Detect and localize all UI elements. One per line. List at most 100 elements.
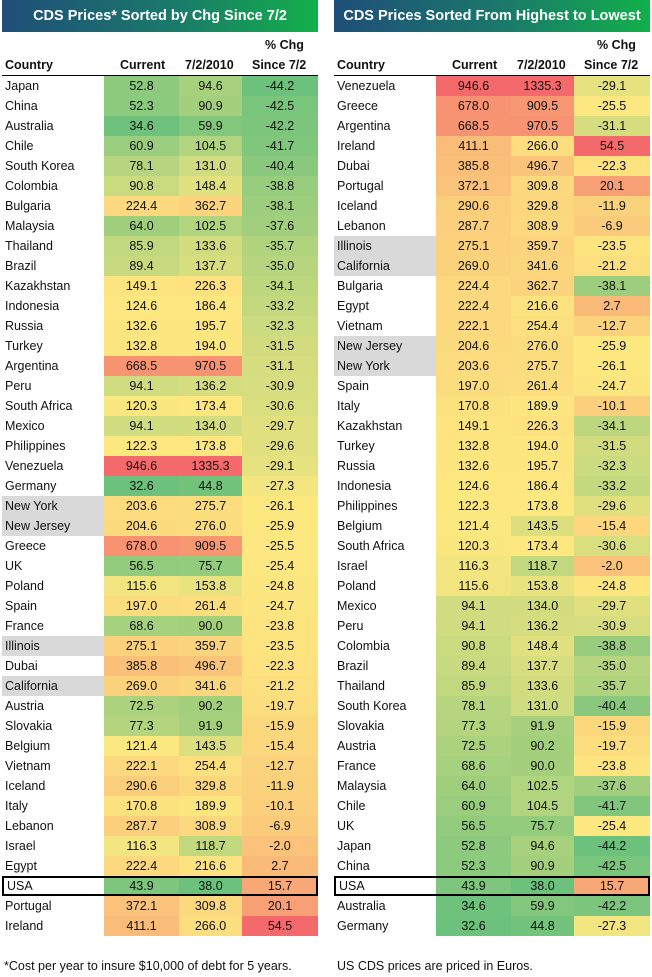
prior-cell: 90.2 [179,696,242,716]
country-cell: Chile [337,799,366,813]
prior-cell: 137.7 [179,256,242,276]
current-cell: 90.8 [436,636,511,656]
chg-cell: -24.8 [574,576,650,596]
table-row: Slovakia 77.3 91.9 -15.9 [2,716,318,736]
country-cell: Bulgaria [337,279,383,293]
current-cell: 222.1 [436,316,511,336]
country-cell: Greece [5,539,46,553]
prior-cell: 118.7 [511,556,574,576]
table-row: Venezuela 946.6 1335.3 -29.1 [2,456,318,476]
chg-cell: -10.1 [242,796,318,816]
country-cell: Germany [337,919,389,933]
chg-cell: -22.3 [574,156,650,176]
current-cell: 224.4 [104,196,179,216]
current-cell: 946.6 [104,456,179,476]
current-cell: 149.1 [436,416,511,436]
table-row: Iceland 290.6 329.8 -11.9 [2,776,318,796]
prior-cell: 359.7 [511,236,574,256]
current-cell: 222.1 [104,756,179,776]
table-row: Belgium 121.4 143.5 -15.4 [2,736,318,756]
current-cell: 89.4 [436,656,511,676]
current-cell: 122.3 [436,496,511,516]
table-row: Iceland 290.6 329.8 -11.9 [334,196,650,216]
prior-cell: 143.5 [179,736,242,756]
table-row: Australia 34.6 59.9 -42.2 [334,896,650,916]
chg-cell: -42.2 [574,896,650,916]
country-cell: Illinois [334,236,436,256]
table-row: South Korea 78.1 131.0 -40.4 [334,696,650,716]
prior-cell: 173.4 [179,396,242,416]
current-cell: 121.4 [104,736,179,756]
left-rows: Japan 52.8 94.6 -44.2 China 52.3 90.9 -42.5 Aust… [2,76,318,936]
table-row: Australia 34.6 59.9 -42.2 [2,116,318,136]
table-row: Thailand 85.9 133.6 -35.7 [334,676,650,696]
country-cell: Portugal [337,179,384,193]
table-row: Brazil 89.4 137.7 -35.0 [2,256,318,276]
chg-cell: -35.7 [242,236,318,256]
chg-cell: -25.9 [242,516,318,536]
country-cell: Austria [337,739,376,753]
chg-cell: -6.9 [242,816,318,836]
current-cell: 32.6 [436,916,511,936]
table-row: South Africa 120.3 173.4 -30.6 [2,396,318,416]
header-current: Current [120,58,166,72]
current-cell: 34.6 [104,116,179,136]
prior-cell: 143.5 [511,516,574,536]
prior-cell: 189.9 [511,396,574,416]
chg-cell: 15.7 [242,876,318,896]
country-cell: South Korea [337,699,407,713]
chg-cell: -19.7 [242,696,318,716]
prior-cell: 91.9 [511,716,574,736]
country-cell: Mexico [5,419,45,433]
chg-cell: 20.1 [574,176,650,196]
table-row: Russia 132.6 195.7 -32.3 [334,456,650,476]
header-current: Current [452,58,498,72]
current-cell: 85.9 [104,236,179,256]
table-row: South Korea 78.1 131.0 -40.4 [2,156,318,176]
current-cell: 52.3 [436,856,511,876]
current-cell: 385.8 [104,656,179,676]
table-row: Illinois 275.1 359.7 -23.5 [2,636,318,656]
current-cell: 52.8 [104,76,179,96]
current-cell: 203.6 [104,496,179,516]
country-cell: Chile [5,139,34,153]
chg-cell: -34.1 [574,416,650,436]
prior-cell: 94.6 [511,836,574,856]
table-row: Italy 170.8 189.9 -10.1 [334,396,650,416]
prior-cell: 134.0 [511,596,574,616]
current-cell: 149.1 [104,276,179,296]
table-row: France 68.6 90.0 -23.8 [334,756,650,776]
country-cell: Japan [5,79,40,93]
table-row: Dubai 385.8 496.7 -22.3 [334,156,650,176]
current-cell: 269.0 [104,676,179,696]
prior-cell: 276.0 [179,516,242,536]
country-cell: Lebanon [5,819,54,833]
prior-cell: 261.4 [511,376,574,396]
current-cell: 43.9 [436,876,511,896]
prior-cell: 173.8 [179,436,242,456]
prior-cell: 496.7 [179,656,242,676]
current-cell: 77.3 [104,716,179,736]
header-chg: % Chg [597,38,636,52]
table-row: Lebanon 287.7 308.9 -6.9 [2,816,318,836]
current-cell: 290.6 [104,776,179,796]
table-row: New Jersey 204.6 276.0 -25.9 [2,516,318,536]
table-row: Portugal 372.1 309.8 20.1 [2,896,318,916]
prior-cell: 38.0 [179,876,242,896]
country-cell: Brazil [5,259,37,273]
prior-cell: 194.0 [511,436,574,456]
current-cell: 124.6 [436,476,511,496]
country-cell: Italy [5,799,28,813]
chg-cell: -37.6 [574,776,650,796]
table-row: Chile 60.9 104.5 -41.7 [2,136,318,156]
chg-cell: -12.7 [242,756,318,776]
chg-cell: -44.2 [242,76,318,96]
chg-cell: -35.0 [242,256,318,276]
country-cell: Ireland [337,139,376,153]
current-cell: 269.0 [436,256,511,276]
chg-cell: -42.5 [242,96,318,116]
prior-cell: 75.7 [511,816,574,836]
table-row: USA 43.9 38.0 15.7 [334,876,650,896]
current-cell: 132.8 [104,336,179,356]
chg-cell: -24.7 [242,596,318,616]
